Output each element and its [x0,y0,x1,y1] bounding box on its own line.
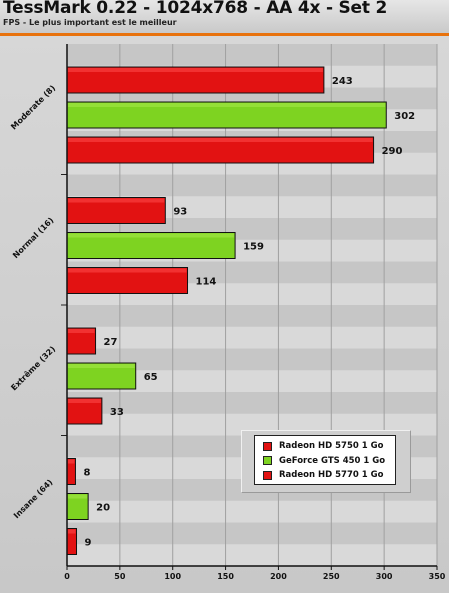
bar-value-label: 20 [96,503,110,514]
x-tick-label: 50 [114,572,126,581]
legend-item: GeForce GTS 450 1 Go [263,454,385,468]
legend-panel: Radeon HD 5750 1 Go GeForce GTS 450 1 Go R… [241,430,411,493]
axes [61,44,438,570]
bar-value-label: 33 [110,407,124,418]
data-labels: 243 302 290 93 159 114 27 65 33 8 20 9 [83,76,415,549]
chart-title: TessMark 0.22 - 1024x768 - AA 4x - Set 2 [3,0,388,18]
bar-highlight [68,459,75,464]
bar-value-label: 8 [83,468,90,479]
legend-item: Radeon HD 5750 1 Go [263,439,383,453]
bar-chart: 243 302 290 93 159 114 27 65 33 8 20 9 0 50 100 150 200… [9,44,446,581]
bar-highlight [68,103,386,107]
bar-highlight [68,268,187,273]
bar-value-label: 114 [196,277,217,288]
accent-divider [0,33,449,36]
x-tick-label: 150 [217,572,234,581]
plot-band [67,174,437,197]
legend: Radeon HD 5750 1 Go GeForce GTS 450 1 Go R… [254,435,396,485]
bar-highlight [68,233,235,238]
bar-value-label: 290 [382,146,403,157]
bar-series [66,66,387,555]
bar-highlight [68,399,101,403]
legend-swatch [263,441,272,451]
x-tick-label: 250 [323,572,340,581]
bar-value-label: 159 [243,242,264,253]
plot-band [67,44,437,67]
category-label: Normal (16) [11,216,55,260]
x-tick-labels: 0 50 100 150 200 250 300 350 [64,572,446,581]
x-tick-label: 300 [376,572,393,581]
plot-band [67,500,437,523]
category-labels: Moderate (8) Normal (16) Extrême (32) Insan… [9,83,58,520]
bar-highlight [68,68,323,72]
category-label: Insane (64) [12,478,55,521]
plot-band [67,305,437,328]
chart-subtitle: FPS - Le plus important est le meilleur [3,18,177,27]
x-tick-label: 100 [164,572,181,581]
plot-band [67,370,437,393]
category-label: Extrême (32) [9,344,58,393]
bar-highlight [68,198,165,203]
plot-band [67,392,437,415]
plot-band [67,522,437,545]
bar-value-label: 243 [332,76,353,87]
x-tick-label: 200 [270,572,287,581]
plot-band [67,348,437,371]
legend-swatch [263,470,272,480]
plot-band [67,544,437,567]
legend-label: Radeon HD 5750 1 Go [279,441,384,451]
bar-value-label: 93 [173,207,187,218]
plot-band [67,326,437,349]
bar-highlight [68,364,135,368]
bar-highlight [68,138,373,142]
bar-value-label: 302 [394,111,415,122]
x-tick-label: 0 [64,572,70,581]
chart-header: TessMark 0.22 - 1024x768 - AA 4x - Set 2… [0,0,449,33]
category-label: Moderate (8) [9,83,57,131]
bar-highlight [68,329,95,333]
bar-value-label: 65 [144,372,158,383]
x-tick-label: 350 [429,572,446,581]
legend-swatch [263,456,272,465]
bar-value-label: 9 [85,538,92,549]
bar-highlight [68,494,88,499]
legend-item: Radeon HD 5770 1 Go [263,468,383,482]
legend-label: GeForce GTS 450 1 Go [279,455,386,466]
legend-label: Radeon HD 5770 1 Go [279,470,384,480]
bar-highlight [68,529,76,534]
bar-value-label: 27 [104,337,118,348]
